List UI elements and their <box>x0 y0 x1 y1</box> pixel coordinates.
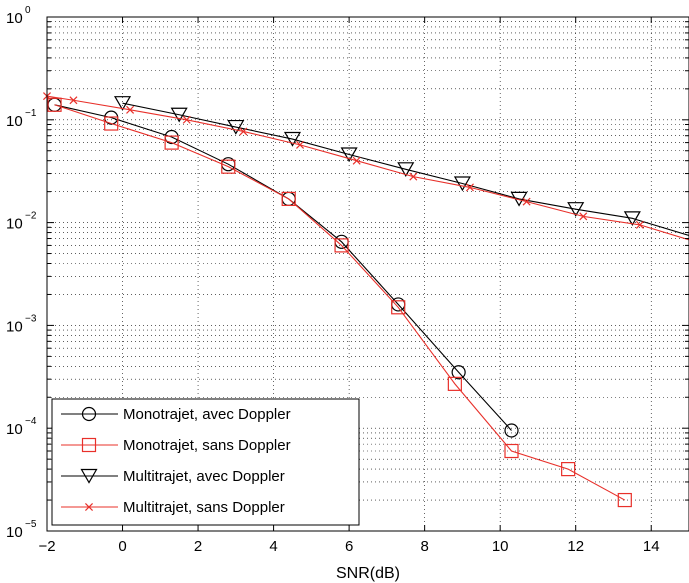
data-point <box>579 212 588 221</box>
legend-item: Multitrajet, sans Doppler <box>61 499 285 516</box>
x-tick-label: 6 <box>345 538 353 555</box>
x-tick-label: 12 <box>567 538 584 555</box>
data-point <box>340 147 358 163</box>
data-point <box>296 140 305 149</box>
data-point <box>447 376 462 391</box>
legend-item: Monotrajet, avec Doppler <box>61 406 291 423</box>
data-point <box>617 492 632 508</box>
y-tick-label: 10 <box>6 10 23 27</box>
x-tick-label: −2 <box>38 538 55 555</box>
series-line <box>122 102 689 236</box>
legend-box <box>51 398 360 526</box>
data-point <box>504 443 519 459</box>
data-point <box>126 105 135 114</box>
data-point <box>465 183 474 192</box>
data-point <box>164 135 179 150</box>
data-point <box>281 191 296 207</box>
data-point <box>227 119 245 135</box>
y-tick-label: 10 <box>6 524 23 541</box>
data-point-stroke <box>239 127 248 136</box>
legend-label: Multitrajet, sans Doppler <box>123 499 285 516</box>
y-tick-exponent: −5 <box>25 519 37 530</box>
legend-label: Monotrajet, avec Doppler <box>123 406 291 423</box>
x-axis-label: SNR(dB) <box>336 565 400 582</box>
data-point <box>81 437 97 453</box>
data-point <box>409 172 418 181</box>
data-point <box>69 96 78 105</box>
legend: Monotrajet, avec Doppler Monotrajet, sans… <box>51 398 360 526</box>
data-point-stroke <box>69 96 78 105</box>
data-point-stroke <box>182 115 191 124</box>
series-2 <box>47 97 632 508</box>
x-tick-label: 2 <box>194 538 202 555</box>
data-point <box>80 468 98 484</box>
series-line <box>54 104 626 501</box>
legend-label: Monotrajet, sans Doppler <box>123 437 291 454</box>
data-point <box>635 220 644 229</box>
x-tick-label: 10 <box>492 538 509 555</box>
data-point-stroke <box>635 220 644 229</box>
data-point <box>504 423 519 438</box>
data-point <box>283 131 302 147</box>
data-point <box>113 96 132 111</box>
y-tick-exponent: −3 <box>25 313 37 324</box>
x-tick-label: 8 <box>420 538 428 555</box>
x-tick-label: 14 <box>643 538 660 555</box>
data-point <box>567 202 585 217</box>
series-4 <box>43 92 689 241</box>
plot-frame <box>46 16 689 532</box>
series-layer <box>43 92 689 508</box>
data-point <box>81 406 97 422</box>
data-point <box>391 300 406 315</box>
y-tick-exponent: 0 <box>25 5 31 16</box>
data-point <box>182 115 191 124</box>
y-tick-label: 10 <box>6 216 23 233</box>
data-point-stroke <box>522 197 531 206</box>
data-point <box>334 238 349 253</box>
data-point <box>453 176 471 192</box>
legend-item: Multitrajet, avec Doppler <box>61 468 285 485</box>
legend-label: Multitrajet, avec Doppler <box>123 468 285 485</box>
y-tick-exponent: −4 <box>25 416 37 427</box>
data-point-stroke <box>409 172 418 181</box>
data-point <box>522 197 531 206</box>
data-point <box>561 462 576 477</box>
data-point <box>85 503 93 511</box>
data-point <box>352 156 361 165</box>
x-tick-label: 0 <box>118 538 126 555</box>
y-tick-exponent: −2 <box>25 211 37 222</box>
x-tick-label: 4 <box>269 538 277 555</box>
data-point <box>47 97 62 112</box>
legend-item: Monotrajet, sans Doppler <box>61 437 291 454</box>
data-point-stroke <box>579 212 588 221</box>
data-point <box>170 107 188 123</box>
data-point <box>397 162 415 177</box>
data-point-stroke <box>85 503 93 511</box>
series-3 <box>113 96 689 236</box>
data-point <box>623 211 641 227</box>
data-point <box>451 365 466 380</box>
data-point-stroke <box>126 105 135 114</box>
data-point-stroke <box>465 183 474 192</box>
y-tick-exponent: −1 <box>25 108 37 119</box>
data-point-stroke <box>296 140 305 149</box>
data-point <box>221 159 236 174</box>
y-tick-label: 10 <box>6 113 23 130</box>
y-tick-label: 10 <box>6 421 23 438</box>
data-point <box>104 116 119 131</box>
data-point-stroke <box>352 156 361 165</box>
data-point <box>239 127 248 136</box>
y-tick-label: 10 <box>6 318 23 335</box>
